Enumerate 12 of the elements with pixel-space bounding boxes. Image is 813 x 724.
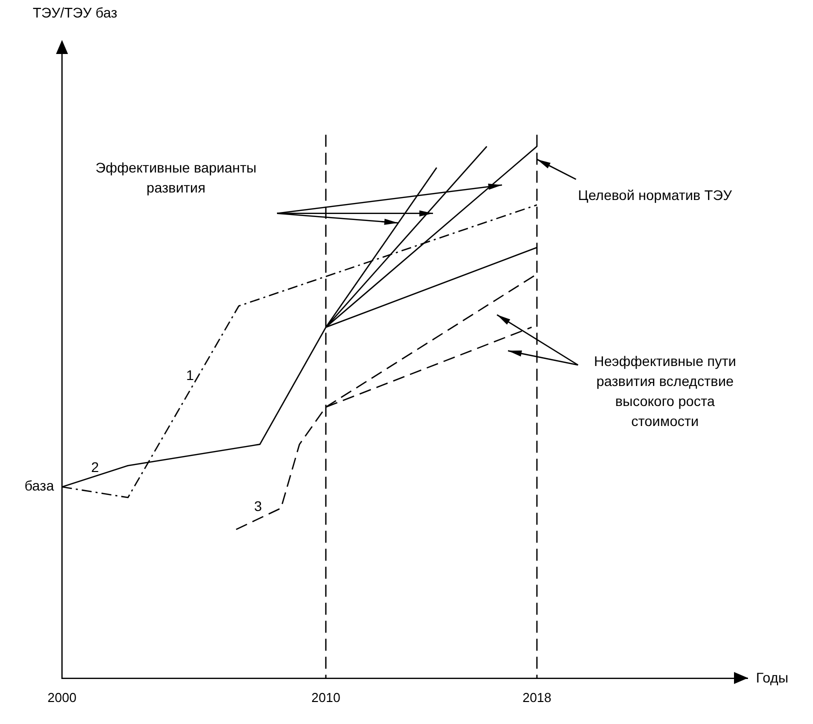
annotation: Неэффективные пути развития вследствие высокого роста стоимости xyxy=(594,353,736,430)
x-tick-label: 2010 xyxy=(311,690,340,705)
text: ТЭУ/ТЭУ баз xyxy=(32,4,118,20)
annotation: 1 xyxy=(186,367,194,384)
annotation: 2 xyxy=(91,459,100,476)
annotation: Целевой норматив ТЭУ xyxy=(578,187,732,204)
annotation: база xyxy=(24,478,54,494)
annotation: Эффективные варианты развития xyxy=(96,160,256,196)
annotation: 3 xyxy=(254,498,262,514)
x-tick-label: 2018 xyxy=(522,690,552,705)
x-tick-label: 2000 xyxy=(48,690,76,705)
x-axis-title: Годы xyxy=(756,669,788,686)
